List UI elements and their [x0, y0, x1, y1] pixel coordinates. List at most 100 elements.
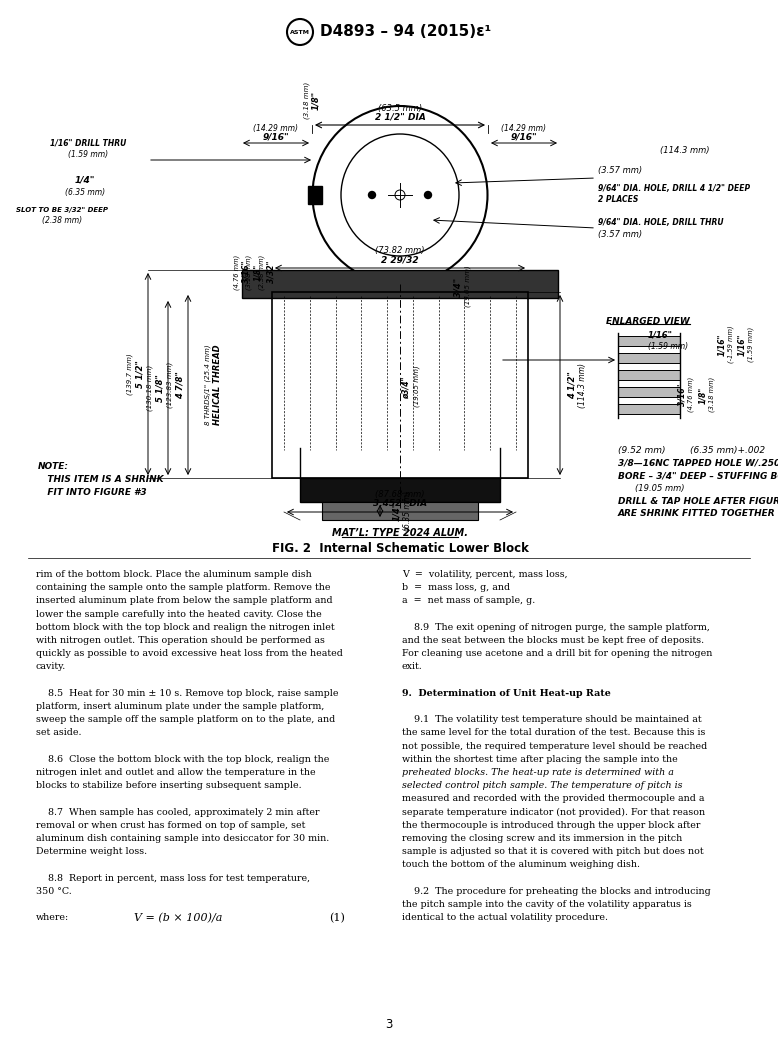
Text: (114.3 mm): (114.3 mm)	[661, 146, 710, 154]
Text: (73.82 mm): (73.82 mm)	[375, 247, 425, 255]
Text: 9.1  The volatility test temperature should be maintained at: 9.1 The volatility test temperature shou…	[402, 715, 702, 725]
Text: bottom block with the top block and realign the nitrogen inlet: bottom block with the top block and real…	[36, 623, 335, 632]
Text: (6.35 mm)+.002: (6.35 mm)+.002	[690, 446, 765, 455]
Text: (2.38 mm): (2.38 mm)	[259, 254, 265, 289]
Text: 3/16": 3/16"	[241, 260, 251, 283]
Circle shape	[425, 192, 432, 199]
Text: (2.38 mm): (2.38 mm)	[42, 217, 82, 226]
Text: rim of the bottom block. Place the aluminum sample dish: rim of the bottom block. Place the alumi…	[36, 570, 312, 579]
Text: (-1.59 mm): (-1.59 mm)	[727, 325, 734, 363]
Bar	[322, 502, 478, 520]
Text: separate temperature indicator (not provided). For that reason: separate temperature indicator (not prov…	[402, 808, 705, 817]
Text: Determine weight loss.: Determine weight loss.	[36, 847, 147, 856]
Text: FIG. 2  Internal Schematic Lower Block: FIG. 2 Internal Schematic Lower Block	[272, 542, 528, 556]
Text: DRILL & TAP HOLE AFTER FIGURE 2 & 3: DRILL & TAP HOLE AFTER FIGURE 2 & 3	[618, 497, 778, 506]
Text: 5 1/8": 5 1/8"	[156, 374, 164, 402]
Text: (4.76 mm): (4.76 mm)	[233, 254, 240, 289]
Text: 2 1/2" DIA: 2 1/2" DIA	[374, 112, 426, 122]
Text: V  =  volatility, percent, mass loss,: V = volatility, percent, mass loss,	[402, 570, 568, 579]
Text: 1/16": 1/16"	[738, 334, 747, 356]
Text: removal or when crust has formed on top of sample, set: removal or when crust has formed on top …	[36, 820, 306, 830]
Text: D4893 – 94 (2015)ε¹: D4893 – 94 (2015)ε¹	[320, 25, 491, 40]
Text: removing the closing screw and its immersion in the pitch: removing the closing screw and its immer…	[402, 834, 682, 843]
Bar	[272, 291, 528, 478]
Text: 9/64" DIA. HOLE, DRILL 4 1/2" DEEP: 9/64" DIA. HOLE, DRILL 4 1/2" DEEP	[598, 183, 750, 193]
Text: nitrogen inlet and outlet and allow the temperature in the: nitrogen inlet and outlet and allow the …	[36, 768, 316, 777]
Text: (19.05 mm): (19.05 mm)	[414, 365, 420, 407]
Text: containing the sample onto the sample platform. Remove the: containing the sample onto the sample pl…	[36, 583, 331, 592]
Text: (3.57 mm): (3.57 mm)	[598, 229, 642, 238]
Text: 1/16": 1/16"	[648, 330, 673, 339]
Circle shape	[369, 192, 376, 199]
Text: 3/4": 3/4"	[454, 278, 462, 297]
Text: (114.3 mm): (114.3 mm)	[578, 362, 587, 407]
Text: (14.29 mm): (14.29 mm)	[254, 124, 299, 132]
Text: 9/16": 9/16"	[263, 132, 289, 142]
Text: (9.52 mm): (9.52 mm)	[618, 446, 665, 455]
Bar	[242, 270, 558, 298]
Text: (130.18 mm): (130.18 mm)	[147, 365, 153, 411]
Text: quickly as possible to avoid excessive heat loss from the heated: quickly as possible to avoid excessive h…	[36, 650, 343, 658]
Bar	[618, 336, 680, 346]
Text: (3.57 mm): (3.57 mm)	[598, 166, 642, 175]
Text: a  =  net mass of sample, g.: a = net mass of sample, g.	[402, 596, 535, 606]
Bar	[618, 404, 680, 414]
Text: selected control pitch sample. The temperature of pitch is: selected control pitch sample. The tempe…	[402, 781, 682, 790]
Bar	[300, 478, 500, 502]
Text: 1/8": 1/8"	[311, 91, 321, 109]
Text: the same level for the total duration of the test. Because this is: the same level for the total duration of…	[402, 729, 706, 737]
Text: exit.: exit.	[402, 662, 422, 671]
Text: touch the bottom of the aluminum weighing dish.: touch the bottom of the aluminum weighin…	[402, 861, 640, 869]
Text: (3.18 mm): (3.18 mm)	[303, 81, 310, 119]
Text: (19.05 mm): (19.05 mm)	[635, 484, 685, 493]
Text: 3/8—16NC TAPPED HOLE W/.250 –.000 DIA.: 3/8—16NC TAPPED HOLE W/.250 –.000 DIA.	[618, 458, 778, 467]
Text: MAT’L: TYPE 2024 ALUM.: MAT’L: TYPE 2024 ALUM.	[332, 528, 468, 538]
Text: 1/16": 1/16"	[717, 334, 727, 356]
Text: (1): (1)	[329, 913, 345, 923]
Text: 3/16": 3/16"	[678, 384, 686, 406]
Text: 8.9  The exit opening of nitrogen purge, the sample platform,: 8.9 The exit opening of nitrogen purge, …	[402, 623, 710, 632]
Text: 9/16": 9/16"	[510, 132, 538, 142]
Text: where:: where:	[36, 913, 69, 922]
Text: (1.59 mm): (1.59 mm)	[748, 327, 754, 361]
Text: ø3/4": ø3/4"	[401, 377, 411, 400]
Text: (63.5 mm): (63.5 mm)	[378, 103, 422, 112]
Text: 9.  Determination of Unit Heat-up Rate: 9. Determination of Unit Heat-up Rate	[402, 689, 611, 697]
Text: (1.59 mm): (1.59 mm)	[68, 151, 108, 159]
Text: and the seat between the blocks must be kept free of deposits.: and the seat between the blocks must be …	[402, 636, 704, 645]
Bar	[618, 387, 680, 397]
Text: 3.452" DIA: 3.452" DIA	[373, 500, 427, 508]
Text: ARE SHRINK FITTED TOGETHER: ARE SHRINK FITTED TOGETHER	[618, 508, 776, 517]
Text: sweep the sample off the sample platform on to the plate, and: sweep the sample off the sample platform…	[36, 715, 335, 725]
Bar	[618, 370, 680, 380]
Text: 350 °C.: 350 °C.	[36, 887, 72, 896]
Text: the thermocouple is introduced through the upper block after: the thermocouple is introduced through t…	[402, 820, 700, 830]
Text: 3: 3	[385, 1018, 393, 1032]
Text: blocks to stabilize before inserting subsequent sample.: blocks to stabilize before inserting sub…	[36, 781, 302, 790]
Text: 1/4": 1/4"	[392, 502, 401, 520]
Text: 8.7  When sample has cooled, approximately 2 min after: 8.7 When sample has cooled, approximatel…	[36, 808, 320, 816]
Text: within the shortest time after placing the sample into the: within the shortest time after placing t…	[402, 755, 678, 764]
Text: not possible, the required temperature level should be reached: not possible, the required temperature l…	[402, 741, 707, 751]
Text: 2 29/32: 2 29/32	[381, 255, 419, 264]
Text: (139.7 mm): (139.7 mm)	[127, 353, 133, 395]
Text: platform, insert aluminum plate under the sample platform,: platform, insert aluminum plate under th…	[36, 702, 324, 711]
Text: set aside.: set aside.	[36, 729, 82, 737]
Text: V = (b × 100)/a: V = (b × 100)/a	[134, 913, 223, 923]
Text: (3.18 mm): (3.18 mm)	[246, 254, 252, 289]
Text: identical to the actual volatility procedure.: identical to the actual volatility proce…	[402, 913, 608, 922]
Text: 4 1/2": 4 1/2"	[568, 371, 577, 399]
Text: (19.05 mm): (19.05 mm)	[464, 265, 471, 307]
Text: 1/4": 1/4"	[75, 176, 95, 184]
Text: preheated blocks. The heat-up rate is determined with a: preheated blocks. The heat-up rate is de…	[402, 768, 674, 777]
Bar	[618, 353, 680, 363]
Text: (4.76 mm): (4.76 mm)	[688, 377, 694, 411]
Bar	[308, 186, 322, 204]
Text: For cleaning use acetone and a drill bit for opening the nitrogen: For cleaning use acetone and a drill bit…	[402, 650, 713, 658]
Text: NOTE:
   THIS ITEM IS A SHRINK
   FIT INTO FIGURE #3: NOTE: THIS ITEM IS A SHRINK FIT INTO FIG…	[38, 462, 163, 498]
Text: lower the sample carefully into the heated cavity. Close the: lower the sample carefully into the heat…	[36, 610, 322, 618]
Text: aluminum dish containing sample into desiccator for 30 min.: aluminum dish containing sample into des…	[36, 834, 329, 843]
Text: 8.5  Heat for 30 min ± 10 s. Remove top block, raise sample: 8.5 Heat for 30 min ± 10 s. Remove top b…	[36, 689, 338, 697]
Text: measured and recorded with the provided thermocouple and a: measured and recorded with the provided …	[402, 794, 705, 804]
Text: 8.6  Close the bottom block with the top block, realign the: 8.6 Close the bottom block with the top …	[36, 755, 329, 764]
